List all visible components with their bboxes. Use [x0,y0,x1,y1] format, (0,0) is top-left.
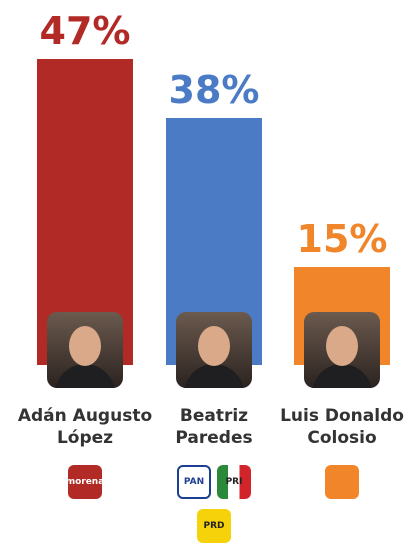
value-label: 15% [296,217,388,262]
party-logo: morena [68,465,102,499]
candidate-photo [176,312,252,388]
photo-face [198,326,230,366]
party-logo: PRD [197,509,231,543]
photo-face [69,326,101,366]
value-label: 47% [39,9,131,53]
candidate-name: Beatriz Paredes [175,406,253,448]
party-logo: MC [325,465,359,499]
photo-body [312,364,372,388]
party-logo: PRI [217,465,251,499]
candidate-photo [47,312,123,388]
candidate-name: Adán Augusto López [17,406,153,448]
candidate-photo [304,312,380,388]
photo-body [184,364,244,388]
candidate-name: Luis Donaldo Colosio [280,406,404,448]
party-logo: PAN [177,465,211,499]
photo-face [326,326,358,366]
photo-body [55,364,115,388]
value-label: 38% [168,67,260,112]
